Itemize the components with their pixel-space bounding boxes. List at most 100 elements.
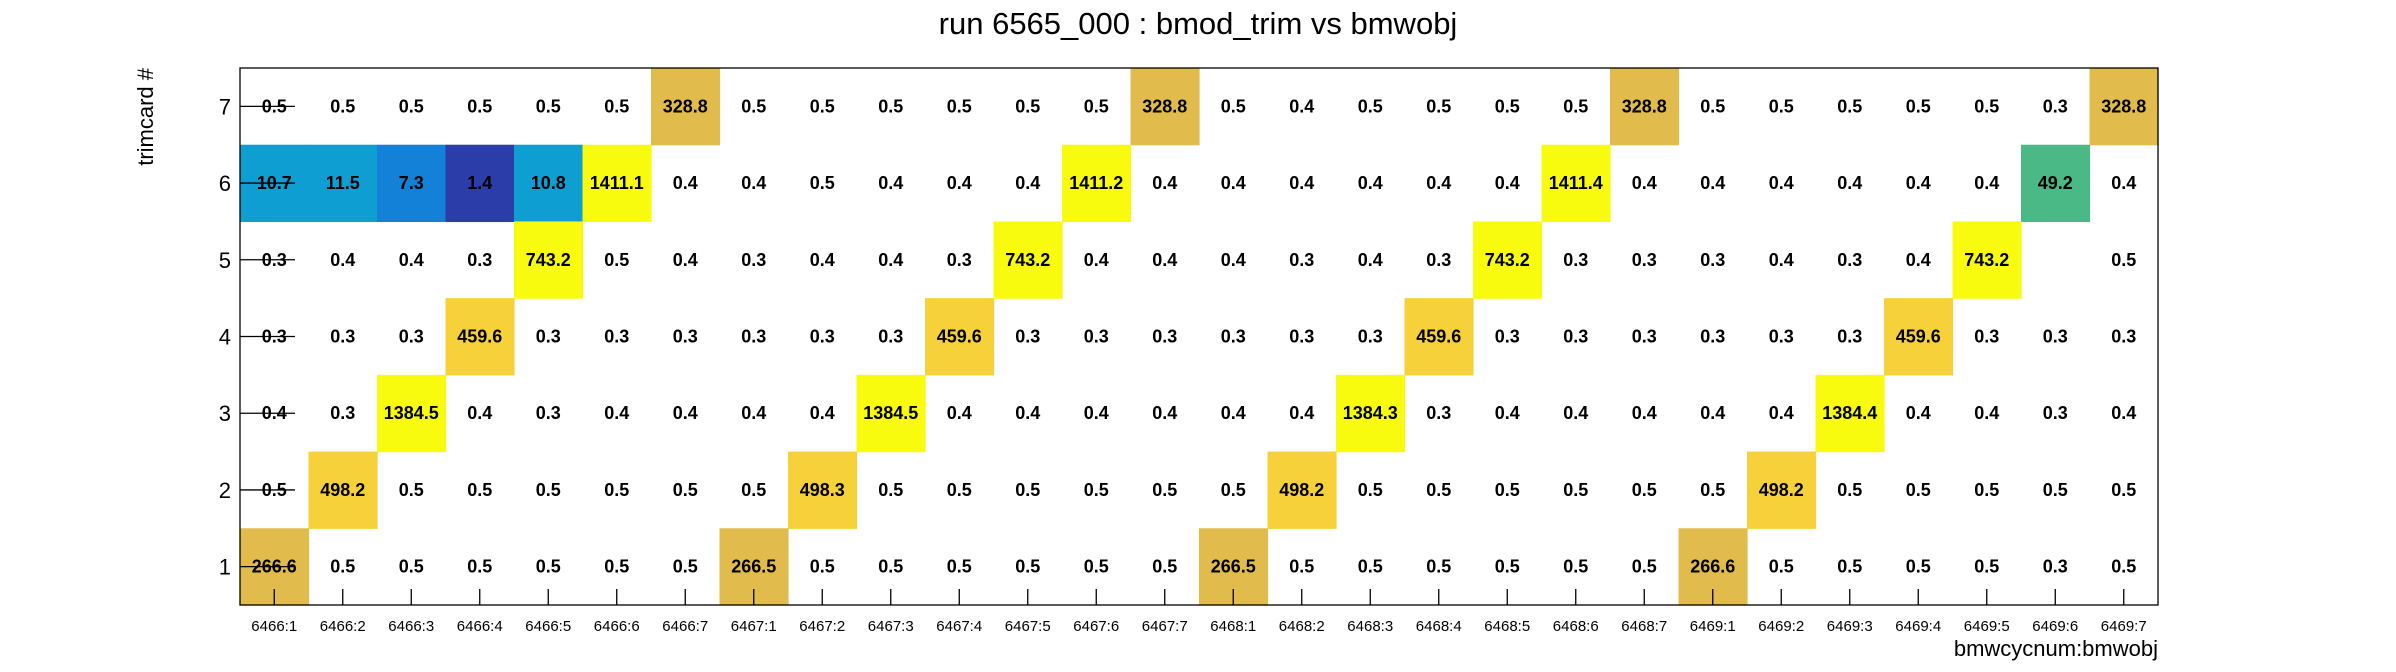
cell-value-label: 498.2 <box>1759 480 1804 500</box>
cell-value-label: 0.4 <box>1495 173 1520 193</box>
cell-value-label: 0.5 <box>1906 480 1931 500</box>
cell-value-label: 0.5 <box>741 96 766 116</box>
heatmap-cells: 0.5 0.5 0.5 0.5 0.5 0.5 328.8 0.5 0.5 0.5 0.5 0.5 0.… <box>240 68 2159 606</box>
cell-value-label: 0.4 <box>1221 173 1246 193</box>
cell-value-label: 0.5 <box>399 557 424 577</box>
cell-value-label: 0.5 <box>1426 480 1451 500</box>
cell-value-label: 0.5 <box>947 557 972 577</box>
cell-value-label: 0.4 <box>1906 403 1931 423</box>
cell-value-label: 0.4 <box>1289 173 1314 193</box>
cell-value-label: 0.4 <box>1700 173 1725 193</box>
heatmap-cell <box>308 451 378 529</box>
cell-value-label: 0.3 <box>1015 327 1040 347</box>
cell-value-label: 1384.5 <box>863 403 918 423</box>
cell-value-label: 0.5 <box>1426 96 1451 116</box>
cell-value-label: 459.6 <box>1896 327 1941 347</box>
cell-value-label: 10.8 <box>531 173 566 193</box>
cell-value-label: 0.4 <box>673 250 698 270</box>
heatmap-cell <box>377 374 447 453</box>
cell-value-label: 0.4 <box>1289 403 1314 423</box>
cell-value-label: 0.3 <box>604 327 629 347</box>
cell-value-label: 0.5 <box>1974 96 1999 116</box>
cell-value-label: 0.4 <box>1769 173 1794 193</box>
cell-value-label: 0.3 <box>1152 327 1177 347</box>
cell-value-label: 0.4 <box>1426 173 1451 193</box>
cell-value-label: 459.6 <box>457 327 502 347</box>
cell-value-label: 0.5 <box>810 173 835 193</box>
x-tick-label: 6469:6 <box>2032 618 2078 635</box>
x-tick-label: 6467:6 <box>1073 618 1119 635</box>
cell-value-label: 0.4 <box>741 403 766 423</box>
heatmap-cell <box>993 221 1063 299</box>
cell-value-label: 0.4 <box>399 250 424 270</box>
x-tick-label: 6469:5 <box>1964 618 2010 635</box>
x-tick-labels: 6466:1 6466:2 6466:3 6466:4 6466:5 6466:6 6466… <box>251 618 2146 635</box>
cell-value-label: 0.5 <box>2111 557 2136 577</box>
cell-value-label: 498.2 <box>1279 480 1324 500</box>
x-tick-label: 6466:2 <box>320 618 366 635</box>
x-tick-label: 6467:3 <box>868 618 914 635</box>
cell-value-label: 1384.5 <box>384 403 439 423</box>
x-tick-label: 6467:4 <box>936 618 982 635</box>
cell-value-label: 0.3 <box>2111 327 2136 347</box>
cell-value-label: 0.5 <box>536 96 561 116</box>
cell-value-label: 0.5 <box>878 557 903 577</box>
cell-value-label: 0.5 <box>947 480 972 500</box>
cell-value-label: 0.5 <box>467 557 492 577</box>
cell-value-label: 0.3 <box>1426 403 1451 423</box>
cell-value-label: 0.4 <box>1769 403 1794 423</box>
cell-value-label: 0.5 <box>1495 557 1520 577</box>
cell-value-label: 0.4 <box>810 403 835 423</box>
heatmap-cell <box>1336 374 1406 453</box>
cell-value-label: 0.3 <box>1837 250 1862 270</box>
cell-value-label: 0.5 <box>399 96 424 116</box>
cell-value-label: 0.4 <box>673 173 698 193</box>
cell-value-label: 0.4 <box>810 250 835 270</box>
cell-value-label: 743.2 <box>1005 250 1050 270</box>
chart-title: run 6565_000 : bmod_trim vs bmwobj <box>939 6 1458 41</box>
cell-value-label: 0.5 <box>604 557 629 577</box>
y-tick-label: 5 <box>219 248 231 273</box>
cell-value-label: 1411.1 <box>590 173 644 193</box>
cell-value-label: 0.4 <box>1974 173 1999 193</box>
heatmap-cell <box>1541 144 1611 223</box>
cell-value-label: 0.5 <box>1084 480 1109 500</box>
cell-value-label: 0.5 <box>1563 480 1588 500</box>
cell-value-label: 0.5 <box>1974 480 1999 500</box>
heatmap-cell <box>514 144 584 223</box>
cell-value-label: 0.4 <box>878 173 903 193</box>
cell-value-label: 328.8 <box>2101 96 2146 116</box>
cell-value-label: 0.5 <box>1221 96 1246 116</box>
cell-value-label: 0.5 <box>1837 96 1862 116</box>
heatmap-cell <box>514 221 584 299</box>
cell-value-label: 0.3 <box>1700 250 1725 270</box>
cell-value-label: 1.4 <box>467 173 492 193</box>
cell-value-label: 0.5 <box>1563 557 1588 577</box>
cell-value-label: 0.4 <box>1906 173 1931 193</box>
cell-value-label: 11.5 <box>326 173 360 193</box>
cell-value-label: 743.2 <box>1485 250 1530 270</box>
cell-value-label: 0.3 <box>947 250 972 270</box>
cell-value-label: 0.3 <box>2043 327 2068 347</box>
heatmap-cell <box>1747 451 1817 529</box>
x-tick-label: 6466:4 <box>457 618 503 635</box>
cell-value-label: 0.5 <box>878 480 903 500</box>
cell-value-label: 328.8 <box>1142 96 1187 116</box>
x-tick-label: 6469:2 <box>1758 618 1804 635</box>
cell-value-label: 1384.3 <box>1343 403 1398 423</box>
cell-value-label: 0.4 <box>1015 403 1040 423</box>
cell-value-label: 0.4 <box>1152 403 1177 423</box>
cell-value-label: 0.3 <box>1837 327 1862 347</box>
cell-value-label: 0.3 <box>1563 327 1588 347</box>
cell-value-label: 0.4 <box>741 173 766 193</box>
cell-value-label: 1411.4 <box>1549 173 1603 193</box>
cell-value-label: 498.3 <box>800 480 845 500</box>
cell-value-label: 0.5 <box>1084 96 1109 116</box>
cell-value-label: 0.4 <box>330 250 355 270</box>
cell-value-label: 0.5 <box>1700 96 1725 116</box>
cell-value-label: 0.4 <box>1358 250 1383 270</box>
heatmap-cell <box>1062 144 1132 223</box>
cell-value-label: 0.4 <box>467 403 492 423</box>
cell-value-label: 459.6 <box>1416 327 1461 347</box>
x-tick-label: 6469:3 <box>1827 618 1873 635</box>
